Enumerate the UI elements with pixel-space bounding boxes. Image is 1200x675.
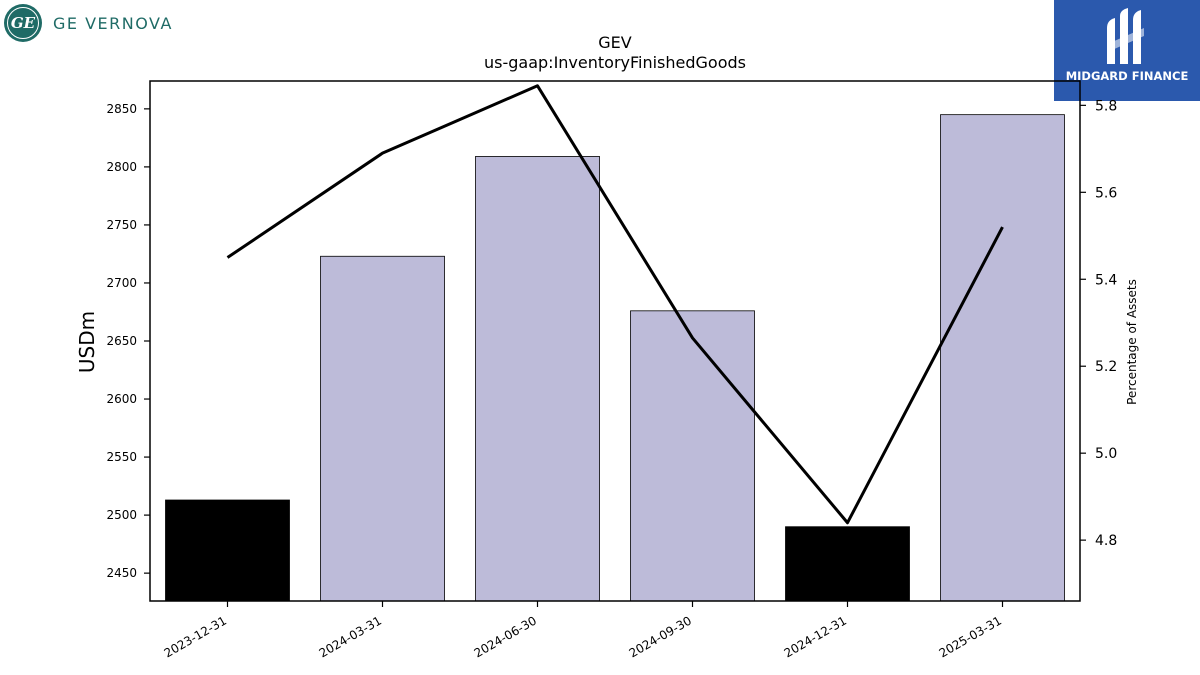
y-axis-label: USDm	[75, 311, 99, 373]
y-tick-label: 2500	[106, 508, 137, 522]
bar	[165, 499, 290, 602]
midgard-monogram-icon	[1107, 8, 1144, 64]
bar	[785, 526, 910, 602]
chart-title: GEV	[598, 33, 632, 52]
y-tick-label: 2450	[106, 566, 137, 580]
midgard-finance-wordmark: MIDGARD FINANCE	[1065, 69, 1189, 83]
bar-series	[165, 114, 1065, 602]
y2-tick-label: 5.2	[1095, 359, 1117, 375]
ge-monogram-icon: GE	[4, 4, 42, 42]
y-tick-label: 2800	[106, 160, 137, 174]
bar	[475, 156, 600, 602]
y-tick-label: 2700	[106, 276, 137, 290]
y2-tick-label: 5.0	[1095, 446, 1117, 462]
bar	[320, 255, 445, 602]
bar	[630, 310, 755, 602]
y-tick-label: 2850	[106, 102, 137, 116]
y2-axis-ticks: 4.8 5.0 5.2 5.4 5.6 5.8	[1080, 98, 1117, 549]
bar	[940, 114, 1065, 602]
y-tick-label: 2750	[106, 218, 137, 232]
y-axis-ticks: 2450 2500 2550 2600 2650 2700 2750 2800 2850	[106, 102, 150, 580]
ge-vernova-logo: GE GE VERNOVA	[4, 4, 173, 42]
x-tick-label: 2024-09-30	[627, 613, 694, 660]
x-tick-label: 2023-12-31	[162, 613, 229, 660]
y-tick-label: 2650	[106, 334, 137, 348]
midgard-finance-logo: MIDGARD FINANCE	[1054, 0, 1200, 101]
y2-tick-label: 5.6	[1095, 185, 1117, 201]
y2-tick-label: 4.8	[1095, 533, 1117, 549]
x-tick-label: 2024-03-31	[317, 613, 384, 660]
ge-vernova-wordmark: GE VERNOVA	[53, 13, 173, 33]
y2-tick-label: 5.4	[1095, 272, 1117, 288]
line-series	[226, 84, 1004, 525]
y-tick-label: 2550	[106, 450, 137, 464]
y2-axis-label: Percentage of Assets	[1125, 279, 1139, 405]
y-tick-label: 2600	[106, 392, 137, 406]
x-axis-ticks: 2023-12-31 2024-03-31 2024-06-30 2024-09-30…	[162, 601, 1004, 660]
y2-tick-label: 5.8	[1095, 98, 1117, 114]
chart-subtitle: us-gaap:InventoryFinishedGoods	[484, 53, 746, 72]
x-tick-label: 2025-03-31	[937, 613, 1004, 660]
x-tick-label: 2024-06-30	[472, 613, 539, 660]
x-tick-label: 2024-12-31	[782, 613, 849, 660]
percentage-line	[226, 84, 1004, 525]
